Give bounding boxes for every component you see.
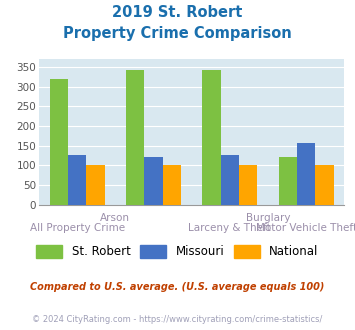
Text: Motor Vehicle Theft: Motor Vehicle Theft xyxy=(256,223,355,233)
Text: Burglary: Burglary xyxy=(246,213,290,223)
Legend: St. Robert, Missouri, National: St. Robert, Missouri, National xyxy=(32,240,323,263)
Text: Larceny & Theft: Larceny & Theft xyxy=(189,223,271,233)
Bar xyxy=(144,157,163,205)
Bar xyxy=(86,165,105,205)
Bar xyxy=(315,165,334,205)
Bar xyxy=(68,155,86,205)
Text: All Property Crime: All Property Crime xyxy=(30,223,125,233)
Text: Compared to U.S. average. (U.S. average equals 100): Compared to U.S. average. (U.S. average … xyxy=(30,282,325,292)
Bar xyxy=(50,79,68,205)
Bar xyxy=(202,70,221,205)
Bar xyxy=(297,143,315,205)
Bar xyxy=(163,165,181,205)
Text: © 2024 CityRating.com - https://www.cityrating.com/crime-statistics/: © 2024 CityRating.com - https://www.city… xyxy=(32,315,323,324)
Bar xyxy=(126,70,144,205)
Text: Arson: Arson xyxy=(100,213,130,223)
Text: Property Crime Comparison: Property Crime Comparison xyxy=(63,26,292,41)
Bar xyxy=(279,157,297,205)
Bar xyxy=(239,165,257,205)
Bar xyxy=(221,155,239,205)
Text: 2019 St. Robert: 2019 St. Robert xyxy=(112,5,243,20)
